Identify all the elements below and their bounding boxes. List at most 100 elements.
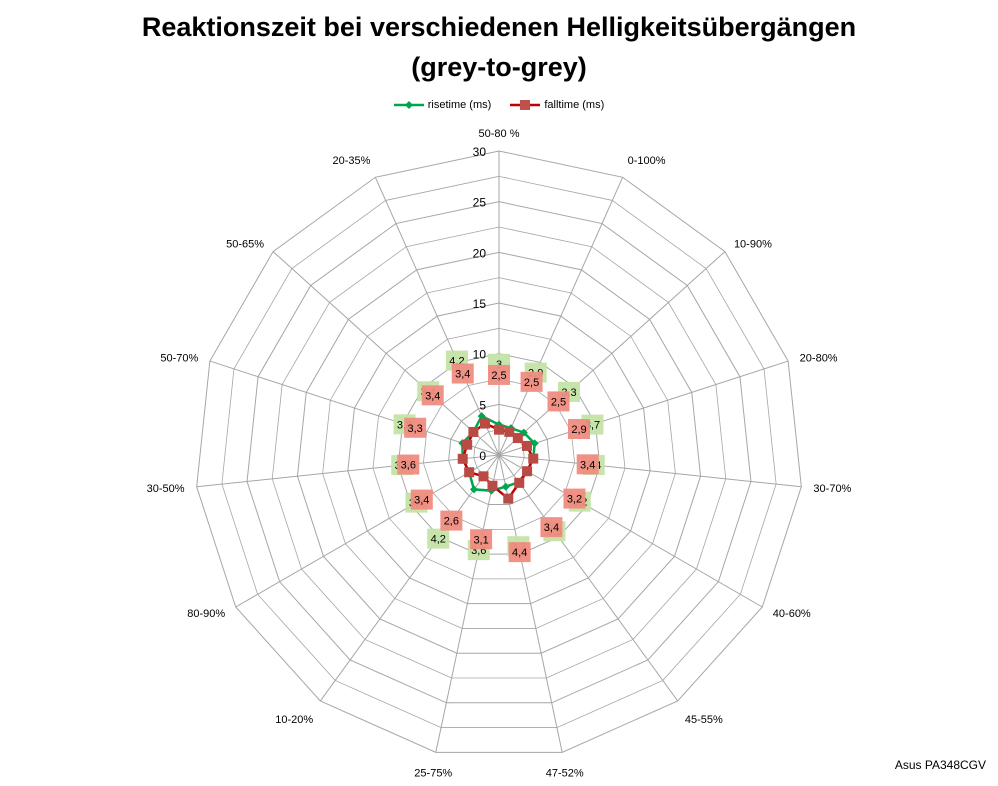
data-label-fall: 2,5 <box>491 370 506 382</box>
data-label-bg-fall <box>451 363 474 384</box>
data-label-bg-fall <box>567 419 590 440</box>
data-label-bg-fall <box>547 391 570 412</box>
grid-spoke <box>435 454 500 753</box>
grid-ring-minor <box>423 378 575 530</box>
data-point-fall <box>521 440 532 451</box>
grid-spoke <box>272 251 500 456</box>
data-label-fall: 2,9 <box>571 424 586 436</box>
data-label-fall: 3,4 <box>544 522 559 534</box>
grid-spoke <box>374 177 500 456</box>
data-point-rise <box>477 412 486 421</box>
grid-ring <box>397 353 601 555</box>
grid-ring-minor <box>271 226 727 679</box>
data-point-rise <box>501 482 510 491</box>
data-label-bg-fall <box>410 489 433 510</box>
data-label-fall: 2,5 <box>551 396 566 408</box>
data-label-fall: 3,4 <box>580 459 595 471</box>
chart-title-line1: Reaktionszeit bei verschiedenen Helligke… <box>141 12 857 42</box>
r-tick-label: 15 <box>473 297 487 311</box>
grid-ring-minor <box>322 277 676 629</box>
category-label: 30-70% <box>813 483 851 495</box>
data-label-bg-fall <box>576 454 599 475</box>
grid-spoke <box>196 454 500 488</box>
grid-ring <box>246 201 752 704</box>
data-label-bg-rise <box>427 528 450 549</box>
grid-spoke <box>498 360 789 456</box>
data-point-fall <box>487 480 498 491</box>
data-point-fall <box>479 418 490 429</box>
category-label: 20-35% <box>332 155 370 167</box>
grid-ring <box>196 150 802 753</box>
legend-item-fall: falltime (ms) <box>510 99 604 111</box>
data-label-fall: 3,3 <box>408 423 423 435</box>
data-label-fall: 3,4 <box>425 390 440 402</box>
category-label: 25-75% <box>414 767 452 779</box>
data-point-fall <box>504 426 515 437</box>
category-label: 40-60% <box>773 608 811 620</box>
data-point-rise <box>530 439 539 448</box>
data-label-bg-fall <box>397 454 420 475</box>
category-label: 0-100% <box>628 155 666 167</box>
grid-ring <box>448 403 550 506</box>
category-label: 50-80 % <box>479 128 520 140</box>
grid-spoke <box>235 454 500 608</box>
data-label-fall: 3,1 <box>473 534 488 546</box>
legend-label-fall: falltime (ms) <box>544 99 605 111</box>
data-label-bg-fall <box>488 364 510 385</box>
data-label-bg-fall <box>540 517 563 538</box>
data-label-fall: 3,2 <box>567 494 582 506</box>
category-label: 10-90% <box>734 238 772 250</box>
data-point-fall <box>494 424 504 435</box>
data-label-fall: 2,6 <box>444 516 459 528</box>
grid-spoke <box>498 454 802 488</box>
legend-label-rise: risetime (ms) <box>427 99 492 111</box>
grid-spoke <box>498 251 726 456</box>
data-label-fall: 3,6 <box>401 460 416 472</box>
data-point-fall <box>468 426 479 437</box>
category-label: 47-52% <box>546 767 584 779</box>
grid-spoke <box>498 454 763 608</box>
data-label-rise: 4,2 <box>431 534 446 546</box>
grid-spoke <box>498 454 679 702</box>
category-label: 45-55% <box>685 714 723 726</box>
grid-spoke <box>319 454 500 702</box>
data-label-bg-fall <box>421 385 444 406</box>
data-point-fall <box>478 471 489 482</box>
data-point-fall <box>503 493 514 504</box>
data-label-bg-fall <box>404 417 427 438</box>
data-label-fall: 4,4 <box>512 547 527 559</box>
grid-ring <box>347 302 651 605</box>
grid-spoke <box>209 360 500 456</box>
grid-spoke <box>498 177 624 456</box>
legend-swatch-fall <box>510 100 541 110</box>
data-point-fall <box>514 477 525 488</box>
data-label-fall: 3,4 <box>455 369 470 381</box>
data-label-fall: 3,4 <box>414 495 429 507</box>
category-label: 80-90% <box>187 608 225 620</box>
footer-model-label: Asus PA348CGV <box>894 758 986 772</box>
category-label: 50-70% <box>160 352 198 364</box>
chart-title-line2: (grey-to-grey) <box>411 52 587 82</box>
series-line-rise <box>461 414 536 492</box>
r-tick-label: 0 <box>479 449 486 463</box>
data-point-fall <box>512 433 523 444</box>
data-label-bg-fall <box>508 542 531 563</box>
grid-spoke <box>498 454 563 753</box>
data-point-fall <box>464 467 475 478</box>
data-label-rise: 3 <box>496 359 502 371</box>
r-tick-label: 5 <box>479 398 486 412</box>
data-point-fall <box>522 466 533 477</box>
data-label-bg-fall <box>470 529 493 550</box>
grid-ring-minor <box>372 327 626 580</box>
grid-ring-minor <box>221 175 777 728</box>
grid-ring <box>296 251 702 654</box>
data-label-bg-fall <box>520 371 543 392</box>
legend-swatch-rise <box>393 101 424 109</box>
legend-item-rise: risetime (ms) <box>393 99 492 111</box>
data-point-fall <box>462 439 473 450</box>
category-label: 50-65% <box>226 238 264 250</box>
data-point-fall <box>528 453 539 464</box>
r-tick-label: 25 <box>473 196 487 210</box>
data-label-bg-fall <box>440 510 463 531</box>
